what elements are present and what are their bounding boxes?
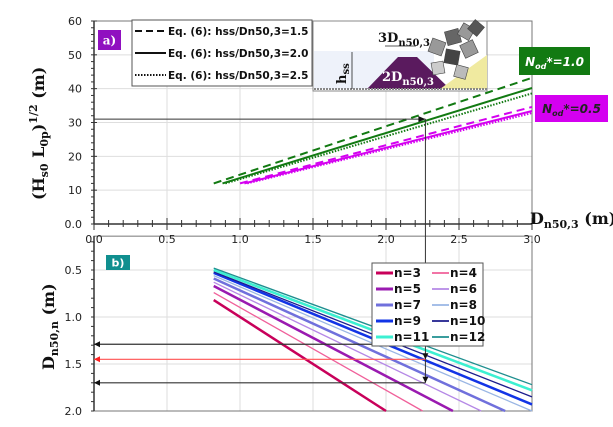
inset-mid-label: 2Dn50,3 bbox=[382, 70, 434, 88]
inset-top-label: 3Dn50,3 bbox=[378, 31, 430, 49]
legend-b-item: n=8 bbox=[450, 298, 477, 312]
panel-a-label: a) bbox=[103, 34, 116, 48]
nod-1-badge bbox=[519, 47, 590, 75]
x-tick-label: 2.0 bbox=[377, 233, 395, 246]
x-tick-label: 1.5 bbox=[304, 233, 322, 246]
series-line-dashed bbox=[213, 76, 533, 185]
x-tick-label: 1.0 bbox=[231, 233, 249, 246]
x-tick-label: 0.0 bbox=[85, 233, 103, 246]
arrow-down-icon bbox=[422, 376, 429, 383]
legend-b-item: n=6 bbox=[450, 282, 477, 296]
legend-b-item: n=4 bbox=[450, 266, 477, 280]
y-tick-label-b: 1.0 bbox=[65, 311, 83, 324]
y-axis-label-a: (Hs0 L0p)1/2 (m) bbox=[27, 67, 51, 200]
series-line-n=3 bbox=[213, 299, 387, 413]
legend-b-item: n=5 bbox=[394, 282, 421, 296]
y-tick-label-a: 0.0 bbox=[65, 218, 83, 231]
nod-1-label: Nod*=1.0 bbox=[525, 55, 584, 71]
y-tick-label-a: 60 bbox=[68, 15, 82, 28]
series-line-dotted bbox=[225, 92, 533, 185]
series-a bbox=[213, 76, 533, 185]
y-tick-label-b: 1.5 bbox=[65, 358, 83, 371]
legend-b-item: n=11 bbox=[394, 330, 429, 344]
legend-a-item: Eq. (6): hss/Dn50,3=2.0 bbox=[168, 48, 308, 60]
breakwater-inset: 3Dn50,3 2Dn50,3 hss bbox=[312, 19, 488, 92]
y-tick-label-a: 30 bbox=[68, 117, 82, 130]
legend-a-item: Eq. (6): hss/Dn50,3=1.5 bbox=[168, 26, 308, 38]
y-tick-label-a: 20 bbox=[68, 150, 82, 163]
x-tick-label: 0.5 bbox=[158, 233, 176, 246]
legend-b-item: n=10 bbox=[450, 314, 485, 328]
y-axis-label-b: Dn50,n (m) bbox=[39, 283, 61, 370]
series-line-solid bbox=[244, 110, 533, 185]
nod-05-label: Nod*=0.5 bbox=[542, 102, 601, 118]
legend-a: Eq. (6): hss/Dn50,3=1.5 Eq. (6): hss/Dn5… bbox=[131, 19, 313, 87]
y-tick-label-b: 0.5 bbox=[65, 264, 83, 277]
arrow-icon bbox=[418, 116, 426, 123]
x-tick-label: 2.5 bbox=[450, 233, 468, 246]
legend-b: n=3 n=4 n=5 n=6 n=7 n=8 n=9 n=10 n=11 n=12 bbox=[371, 262, 485, 347]
legend-b-item: n=3 bbox=[394, 266, 421, 280]
nod-05-badge bbox=[535, 95, 608, 122]
panel-b-badge bbox=[106, 255, 130, 270]
axes bbox=[91, 20, 533, 412]
y-tick-label-b: 2.0 bbox=[65, 405, 83, 418]
inset-side-label: hss bbox=[335, 63, 352, 84]
series-line-dotted bbox=[247, 112, 533, 185]
panel-a-badge bbox=[98, 30, 121, 50]
arrow-left-icon bbox=[94, 356, 100, 363]
series-line-n=5 bbox=[213, 284, 454, 413]
arrow-left-icon bbox=[94, 341, 100, 348]
panel-b-label: b) bbox=[112, 257, 125, 270]
legend-a-item: Eq. (6): hss/Dn50,3=2.5 bbox=[168, 70, 308, 82]
x-axis-label-a: Dn50,3 (m) bbox=[530, 209, 613, 231]
series-line-n=4 bbox=[213, 291, 423, 412]
arrow-down-icon bbox=[422, 353, 429, 360]
series-line-solid bbox=[222, 87, 533, 185]
y-tick-label-a: 50 bbox=[68, 49, 82, 62]
series-line-dashed bbox=[239, 105, 533, 185]
tick-labels: 0.0 10 20 30 40 50 60 0.0 0.5 1.0 1.5 2.0 2.5 3.0 0.5 1… bbox=[65, 15, 541, 418]
series-line-n=6 bbox=[213, 281, 482, 412]
y-tick-label-a: 40 bbox=[68, 83, 82, 96]
legend-b-item: n=9 bbox=[394, 314, 421, 328]
x-tick-label: 3.0 bbox=[523, 233, 541, 246]
arrow-left-icon bbox=[94, 379, 100, 386]
legend-b-item: n=12 bbox=[450, 330, 485, 344]
legend-b-item: n=7 bbox=[394, 298, 421, 312]
y-tick-label-a: 10 bbox=[68, 184, 82, 197]
guides bbox=[94, 116, 429, 386]
